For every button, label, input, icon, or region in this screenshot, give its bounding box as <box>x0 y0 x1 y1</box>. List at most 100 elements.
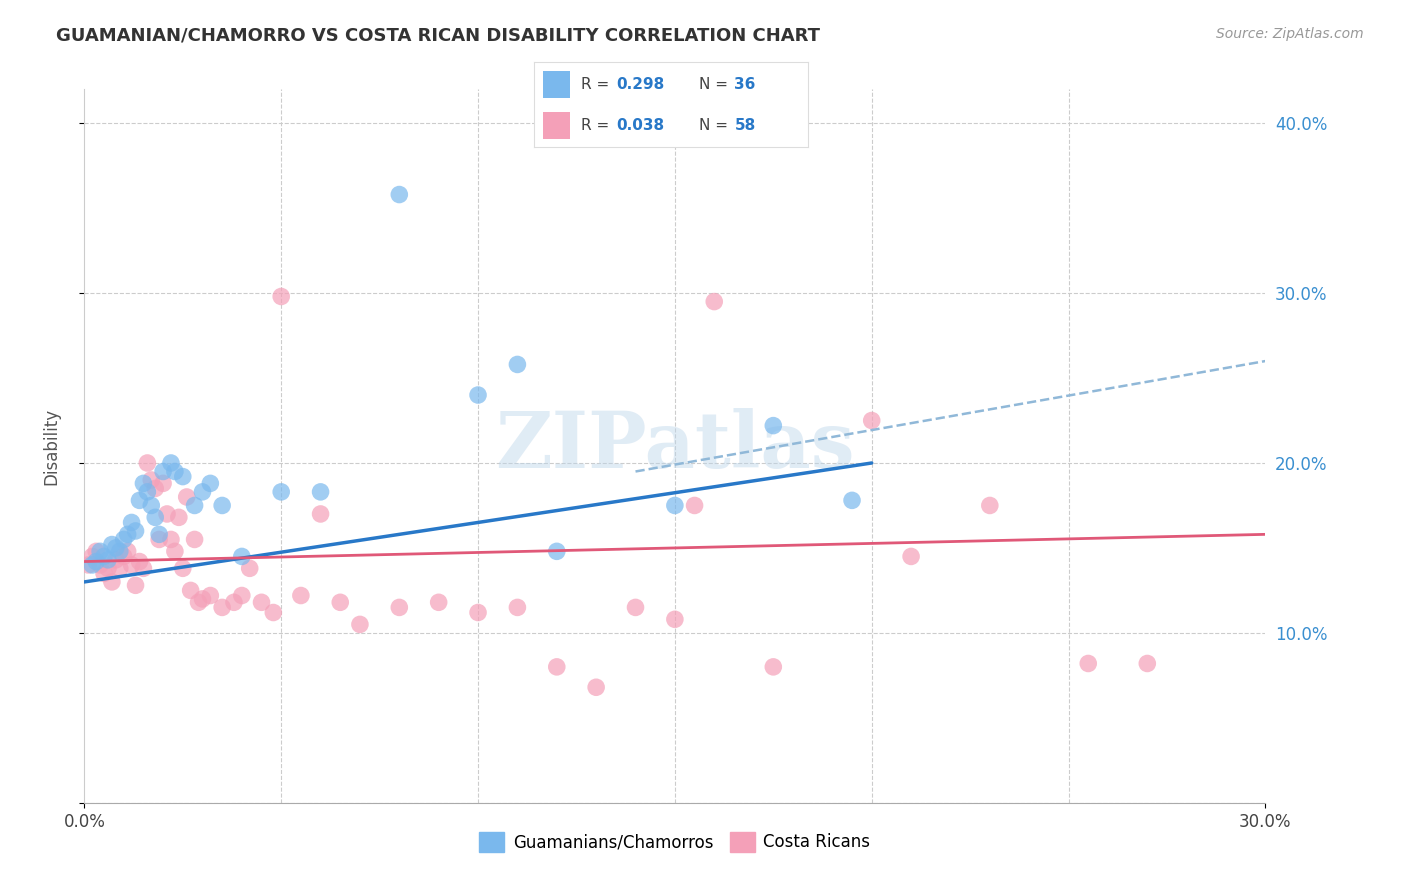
Point <box>82 549 104 564</box>
Text: N =: N = <box>699 118 733 133</box>
Point <box>121 516 143 530</box>
Point <box>979 499 1001 513</box>
Point <box>467 388 489 402</box>
Point <box>156 507 179 521</box>
Point <box>104 541 127 555</box>
Point <box>112 549 135 564</box>
Point <box>506 600 529 615</box>
Point <box>148 533 170 547</box>
Text: 36: 36 <box>734 77 756 92</box>
Point <box>329 595 352 609</box>
Point <box>200 476 222 491</box>
FancyBboxPatch shape <box>543 112 569 139</box>
Point <box>187 595 209 609</box>
Text: R =: R = <box>581 118 614 133</box>
Point <box>427 595 450 609</box>
Point <box>506 358 529 372</box>
Point <box>167 510 190 524</box>
Text: N =: N = <box>699 77 733 92</box>
Point <box>624 600 647 615</box>
Point <box>108 544 131 558</box>
Point <box>141 499 163 513</box>
Point <box>349 617 371 632</box>
Point <box>160 533 183 547</box>
Point <box>172 561 194 575</box>
Point <box>183 533 205 547</box>
Point <box>77 558 100 572</box>
Point <box>152 476 174 491</box>
Point <box>231 549 253 564</box>
Point <box>309 507 332 521</box>
Point <box>191 591 214 606</box>
Point <box>141 473 163 487</box>
Point <box>703 294 725 309</box>
Point <box>124 524 146 538</box>
Y-axis label: Disability: Disability <box>42 408 60 484</box>
Point <box>148 527 170 541</box>
Legend: Guamanians/Chamorros, Costa Ricans: Guamanians/Chamorros, Costa Ricans <box>472 825 877 859</box>
Point <box>1077 657 1099 671</box>
Point <box>388 600 411 615</box>
Point <box>250 595 273 609</box>
Point <box>136 456 159 470</box>
Point <box>270 484 292 499</box>
Point <box>762 418 785 433</box>
Point <box>239 561 262 575</box>
Point <box>176 490 198 504</box>
Point <box>762 660 785 674</box>
Point <box>108 561 131 575</box>
Point <box>200 589 222 603</box>
Point <box>124 578 146 592</box>
Point <box>172 469 194 483</box>
Point <box>900 549 922 564</box>
Point <box>117 544 139 558</box>
Point <box>860 413 883 427</box>
Point <box>183 499 205 513</box>
Point <box>546 544 568 558</box>
Point <box>163 544 186 558</box>
Point <box>101 537 124 551</box>
Point <box>101 574 124 589</box>
Point <box>143 510 166 524</box>
Point <box>121 558 143 572</box>
Text: GUAMANIAN/CHAMORRO VS COSTA RICAN DISABILITY CORRELATION CHART: GUAMANIAN/CHAMORRO VS COSTA RICAN DISABI… <box>56 27 820 45</box>
Point <box>160 456 183 470</box>
Point <box>82 558 104 572</box>
Point <box>89 544 111 558</box>
Point <box>664 499 686 513</box>
Point <box>841 493 863 508</box>
Point <box>104 553 127 567</box>
Point <box>683 499 706 513</box>
Point <box>132 561 155 575</box>
Point <box>93 566 115 581</box>
Text: R =: R = <box>581 77 614 92</box>
Point <box>211 600 233 615</box>
Point <box>388 187 411 202</box>
Point <box>152 465 174 479</box>
Point <box>84 555 107 569</box>
Text: 58: 58 <box>734 118 755 133</box>
Point <box>211 499 233 513</box>
Point <box>270 289 292 303</box>
Point <box>89 558 111 572</box>
Point <box>93 549 115 564</box>
Point <box>112 533 135 547</box>
Point <box>128 493 150 508</box>
Point <box>1136 657 1159 671</box>
Point <box>136 484 159 499</box>
Text: Source: ZipAtlas.com: Source: ZipAtlas.com <box>1216 27 1364 41</box>
Point <box>231 589 253 603</box>
Point <box>664 612 686 626</box>
Point <box>97 561 120 575</box>
Point <box>467 606 489 620</box>
Point <box>191 484 214 499</box>
Point <box>546 660 568 674</box>
FancyBboxPatch shape <box>543 71 569 98</box>
Point <box>128 555 150 569</box>
Point <box>163 465 186 479</box>
Point <box>97 553 120 567</box>
Text: 0.298: 0.298 <box>616 77 665 92</box>
Point <box>222 595 245 609</box>
Point <box>143 482 166 496</box>
Point <box>262 606 284 620</box>
